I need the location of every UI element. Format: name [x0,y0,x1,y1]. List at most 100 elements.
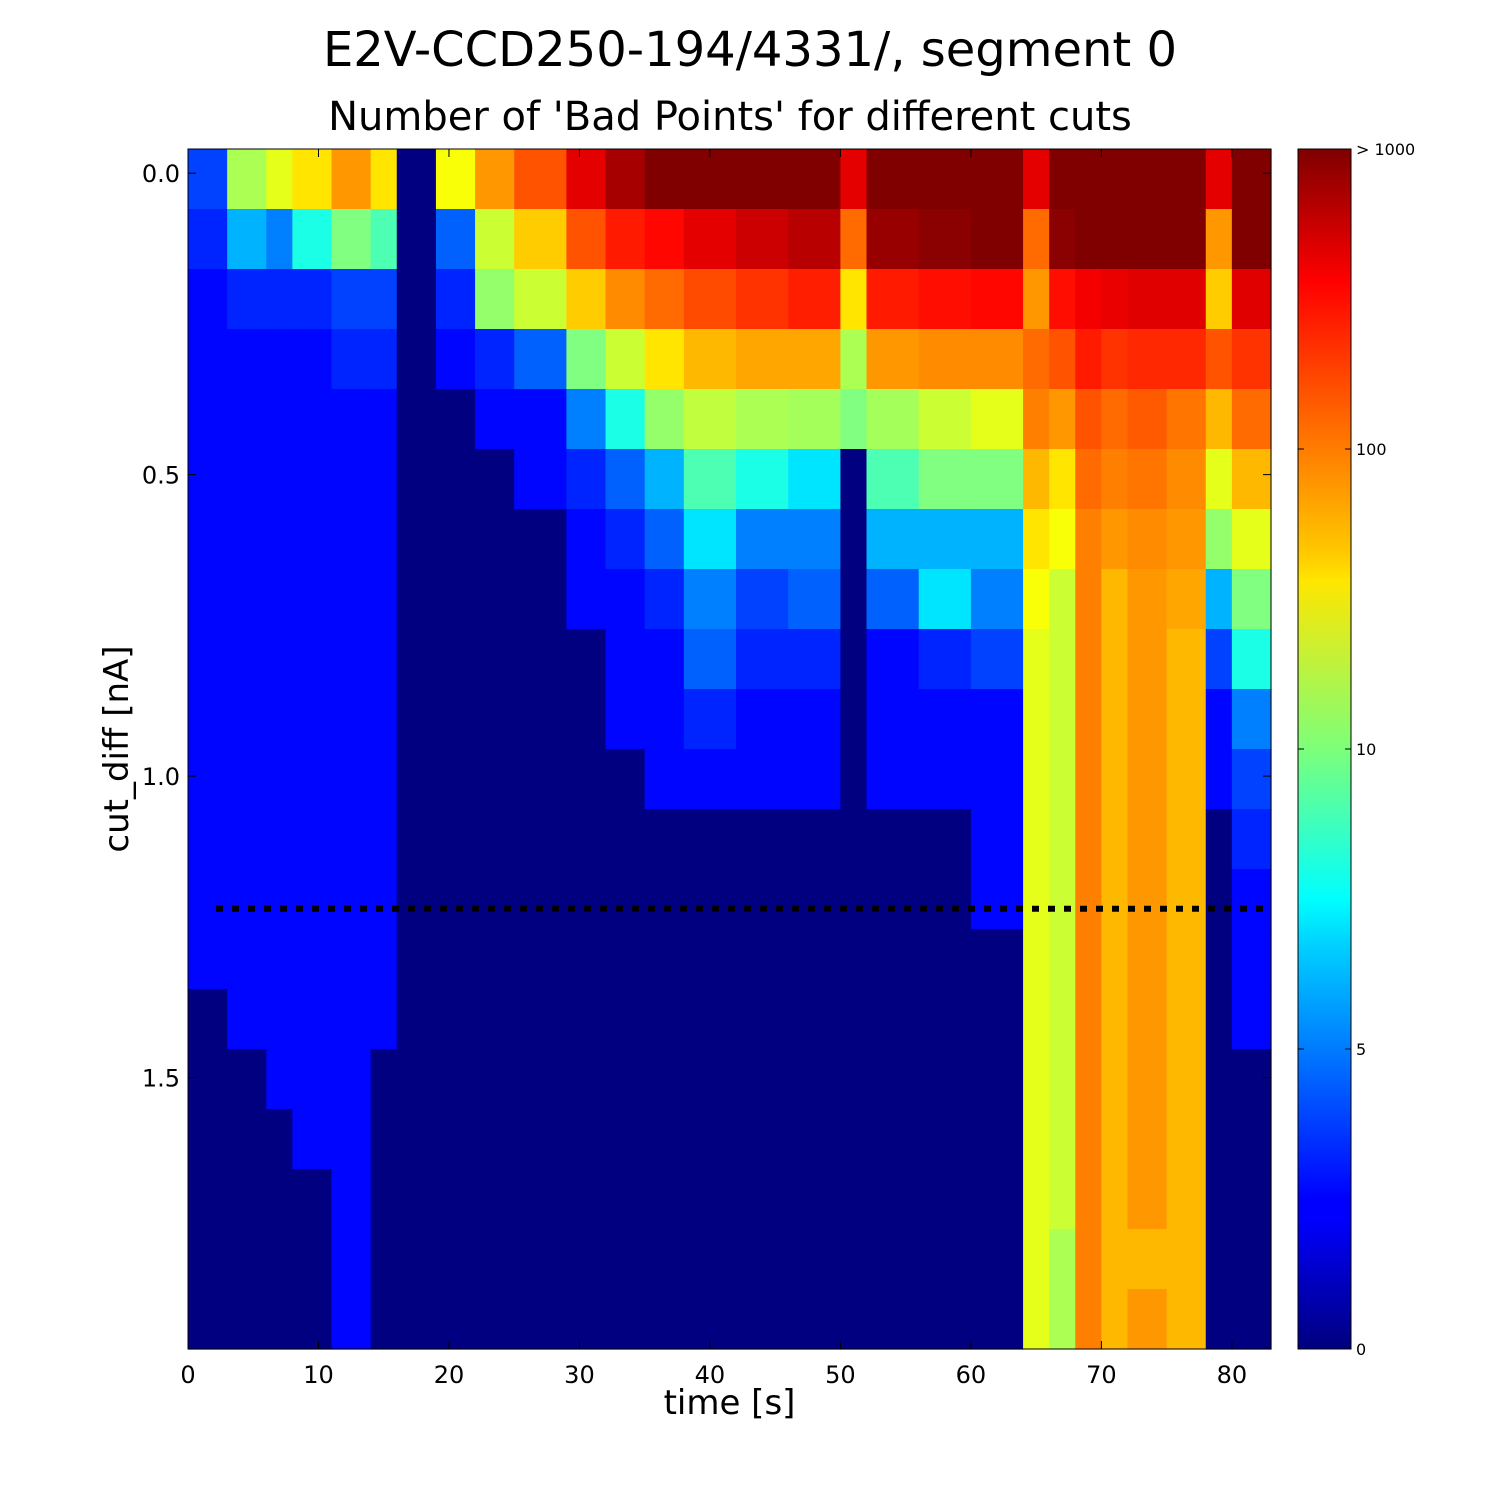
heatmap-cell [292,209,333,270]
heatmap-cell [1075,209,1102,270]
heatmap-cell [1166,149,1207,210]
heatmap-cell [396,149,437,210]
heatmap-cell [605,329,646,390]
x-tick-label: 70 [1086,1361,1117,1389]
heatmap-cell [605,689,646,750]
heatmap-cell [1075,869,1102,930]
heatmap-cell [227,1229,267,1290]
heatmap-cell [1101,329,1129,390]
heatmap-cell [1166,329,1207,390]
heatmap-cell [683,809,737,870]
heatmap-cell [1023,389,1050,450]
heatmap-cell [292,1109,333,1170]
heatmap-cell [396,749,437,810]
heatmap-cell [736,389,789,450]
heatmap-cell [292,809,333,870]
heatmap-cell [736,689,789,750]
heatmap-cell [1231,209,1272,270]
heatmap-cell [1023,209,1050,270]
heatmap-cell [1205,389,1233,450]
heatmap-cell [331,689,372,750]
heatmap-cell [475,269,515,330]
heatmap-cell [970,329,1024,390]
heatmap-cell [475,1289,515,1350]
heatmap-cell [566,569,607,630]
heatmap-cell [475,689,515,750]
heatmap-cell [644,1229,685,1290]
heatmap-cell [918,689,972,750]
heatmap-cell [970,1229,1024,1290]
heatmap-cell [331,1109,372,1170]
heatmap-cell [514,1109,567,1170]
heatmap-cell [266,209,293,270]
heatmap-cell [605,1169,646,1230]
heatmap-cell [514,629,567,690]
heatmap-cell [918,1169,972,1230]
heatmap-cell [1127,749,1168,810]
heatmap-cell [1231,1169,1272,1230]
heatmap-cell [644,1049,685,1110]
heatmap-cell [292,269,333,330]
heatmap-cell [866,989,920,1050]
heatmap-cell [1023,989,1050,1050]
heatmap-cell [1205,1109,1233,1170]
y-axis-ticks: 0.0 0.5 1.0 1.5 [142,160,1271,1093]
heatmap-cell [396,989,437,1050]
heatmap-cell [227,1049,267,1110]
heatmap-cell [1075,269,1102,330]
heatmap-cell [370,569,398,630]
heatmap-cell [435,1229,476,1290]
heatmap-cell [396,449,437,510]
heatmap-cell [1205,869,1233,930]
y-tick-label: 0.0 [142,160,180,188]
x-tick-label: 10 [303,1361,334,1389]
heatmap-cell [1023,689,1050,750]
heatmap-cell [736,269,789,330]
heatmap-cell [514,269,567,330]
heatmap-cell [866,869,920,930]
heatmap-cell [1101,389,1129,450]
heatmap-cell [566,1049,607,1110]
heatmap-cell [370,749,398,810]
heatmap-cell [435,809,476,870]
heatmap-cell [1205,929,1233,990]
heatmap-cell [435,449,476,510]
heatmap-cell [736,449,789,510]
heatmap-cell [396,869,437,930]
heatmap-cell [1205,569,1233,630]
heatmap-cell [1127,869,1168,930]
heatmap-cell [736,1229,789,1290]
heatmap-cell [188,929,228,990]
heatmap-cell [1023,1109,1050,1170]
heatmap-cell [370,449,398,510]
heatmap-cell [331,329,372,390]
heatmap-cell [1075,809,1102,870]
heatmap-cell [1075,1229,1102,1290]
heatmap-cell [605,569,646,630]
heatmap-cell [683,389,737,450]
heatmap-cell [788,809,842,870]
heatmap-cell [1049,1109,1076,1170]
heatmap-cell [1127,449,1168,510]
heatmap-cell [435,869,476,930]
colorbar-tick-label: 0 [1356,1340,1366,1359]
heatmap-cell [1101,1109,1129,1170]
heatmap-cell [1049,1289,1076,1350]
heatmap-cell [736,509,789,570]
heatmap-cell [644,449,685,510]
heatmap-cell [1166,1169,1207,1230]
heatmap-cell [566,749,607,810]
heatmap-cell [435,389,476,450]
heatmap-cell [331,869,372,930]
heatmap-cell [605,389,646,450]
heatmap-cell [644,929,685,990]
heatmap-cell [227,509,267,570]
heatmap-cell [788,449,842,510]
heatmap-cell [1127,929,1168,990]
heatmap-cell [840,1109,868,1170]
heatmap-cell [866,929,920,990]
heatmap-cell [918,1229,972,1290]
heatmap-cell [435,749,476,810]
heatmap-cell [266,929,293,990]
